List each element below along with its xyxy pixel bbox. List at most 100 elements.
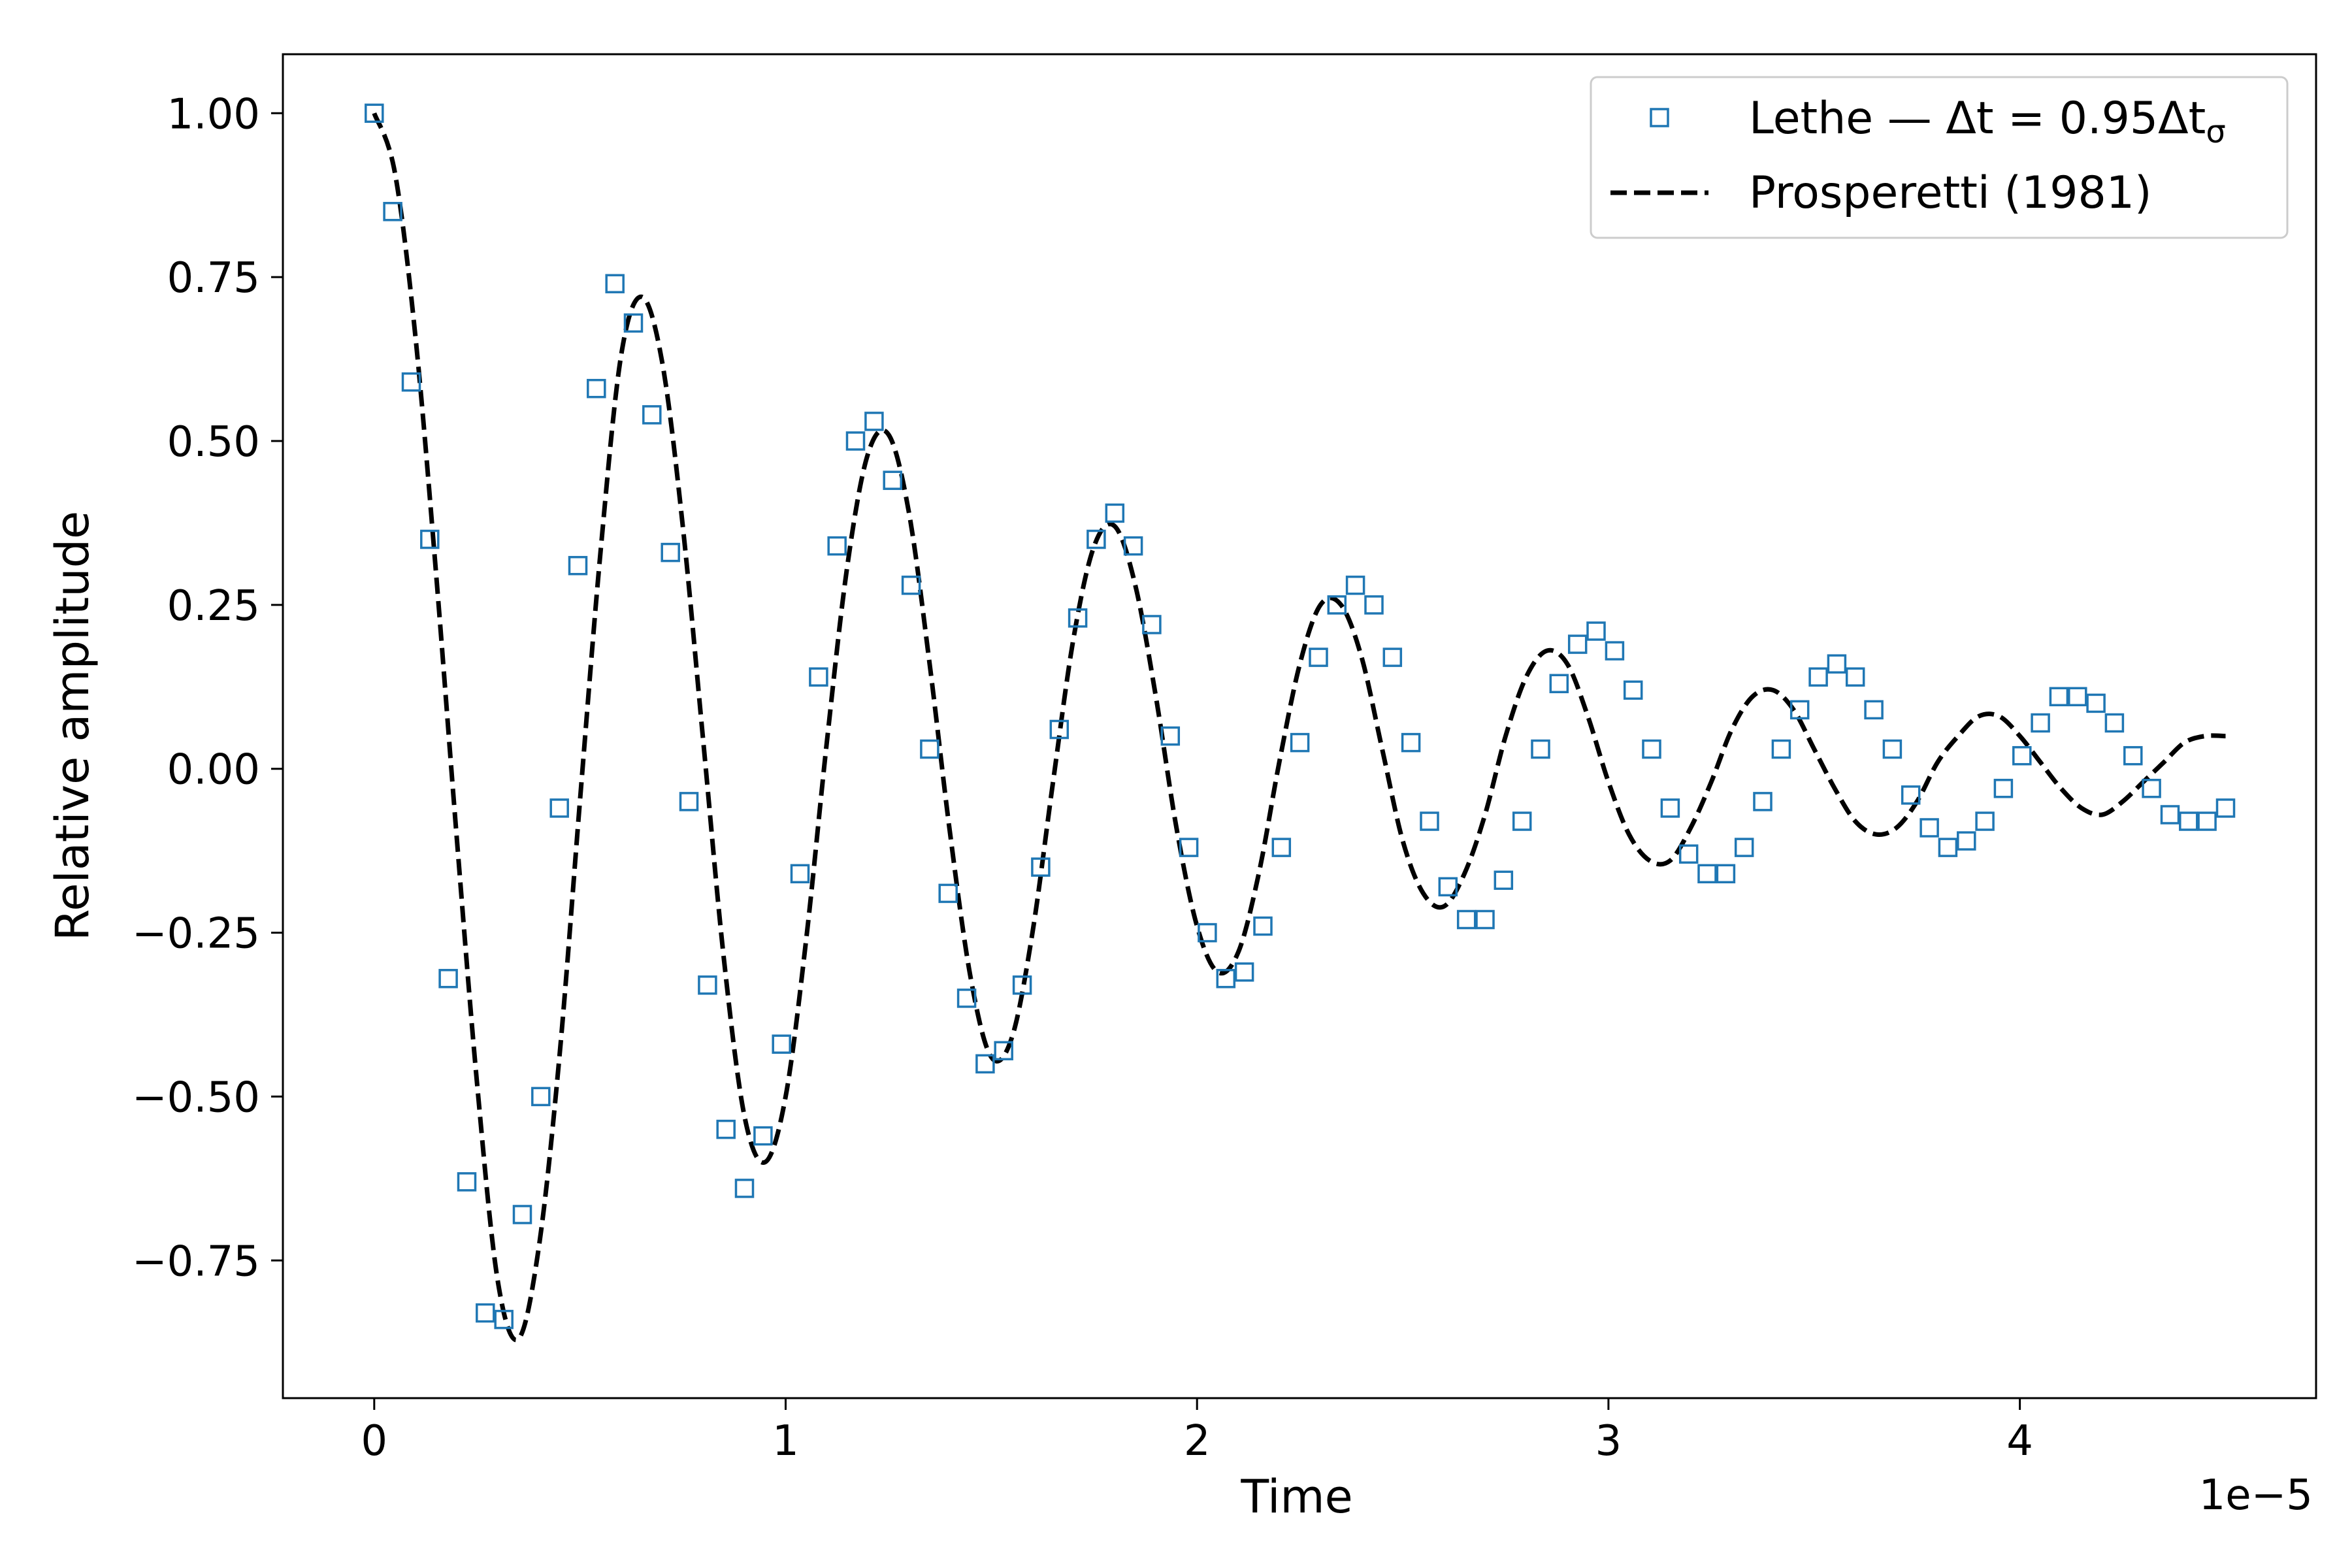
lethe-data-point — [1753, 792, 1772, 811]
lethe-data-point — [1198, 923, 1217, 943]
lethe-data-point — [1734, 838, 1754, 857]
lethe-data-point — [1882, 739, 1903, 759]
lethe-data-point — [2197, 811, 2217, 831]
lethe-data-point — [920, 739, 939, 759]
x-axis-ticks: 0 1 2 3 4 — [361, 1398, 2033, 1465]
lethe-data-point — [2086, 693, 2106, 713]
lethe-data-point — [1290, 732, 1310, 753]
y-axis-label: Relative amplitude — [46, 511, 99, 941]
lethe-data-point — [457, 1172, 477, 1192]
x-axis-label: Time — [1240, 1470, 1352, 1524]
lethe-data-point — [2179, 811, 2198, 831]
lethe-data-point — [1401, 732, 1421, 753]
lethe-data-point — [1512, 811, 1532, 831]
lethe-data-point — [1382, 647, 1403, 667]
lethe-data-point — [1901, 785, 1921, 805]
lethe-data-point — [1253, 916, 1273, 936]
lethe-data-point — [1789, 700, 1810, 720]
legend-entry-lethe-label: Lethe — Δt = 0.95Δt — [1749, 93, 2206, 144]
lethe-data-point — [938, 883, 958, 904]
lethe-data-point — [587, 378, 606, 399]
y-tick-label: −0.75 — [132, 1237, 260, 1286]
lethe-data-point — [716, 1119, 736, 1139]
lethe-data-point — [1993, 779, 2014, 798]
x-tick-label: 3 — [1595, 1417, 1622, 1465]
lethe-data-point — [1438, 877, 1458, 897]
lethe-data-point — [1938, 838, 1958, 857]
lethe-data-point — [1420, 811, 1439, 831]
lethe-data-point — [1975, 811, 1995, 831]
x-tick-label: 2 — [1184, 1417, 1211, 1465]
y-tick-label: 1.00 — [167, 90, 261, 139]
y-tick-label: 0.25 — [167, 582, 261, 630]
lethe-marker-layer — [365, 103, 2236, 1330]
lethe-data-point — [383, 202, 402, 221]
lethe-data-point — [956, 988, 977, 1008]
lethe-data-point — [494, 1309, 514, 1330]
lethe-data-point — [698, 975, 717, 995]
lethe-data-point — [883, 470, 902, 490]
lethe-data-point — [1068, 608, 1088, 628]
lethe-data-point — [734, 1179, 755, 1198]
lethe-data-point — [1623, 680, 1643, 700]
lethe-data-point — [975, 1054, 995, 1074]
lethe-data-point — [623, 313, 644, 333]
lethe-data-point — [438, 969, 458, 988]
lethe-data-point — [1642, 739, 1661, 759]
lethe-data-point — [1234, 962, 1254, 982]
lethe-data-point — [1678, 844, 1699, 864]
lethe-data-point — [1660, 798, 1680, 818]
y-tick-label: 0.00 — [167, 746, 261, 794]
y-tick-label: −0.25 — [132, 910, 260, 958]
lethe-data-point — [1142, 615, 1162, 634]
lethe-data-point — [1605, 641, 1625, 661]
lethe-data-point — [2142, 779, 2161, 798]
lethe-data-point — [605, 274, 625, 293]
lethe-data-point — [1549, 674, 1569, 694]
lethe-data-point — [753, 1126, 773, 1146]
x-tick-label: 1 — [772, 1417, 799, 1465]
lethe-data-point — [2123, 745, 2143, 766]
lethe-data-point — [1271, 838, 1292, 857]
lethe-data-point — [1808, 667, 1828, 687]
lethe-data-point — [790, 864, 810, 884]
prosperetti-curve-layer — [372, 112, 2226, 1343]
x-offset-label: 1e−5 — [2199, 1471, 2313, 1520]
lethe-data-point — [642, 405, 662, 425]
lethe-data-point — [827, 536, 847, 556]
lethe-data-point — [1494, 870, 1514, 890]
lethe-data-point — [994, 1041, 1013, 1060]
lethe-data-point — [1309, 647, 1328, 667]
lethe-data-point — [531, 1086, 551, 1107]
y-tick-label: 0.50 — [167, 418, 261, 466]
lethe-data-point — [772, 1034, 791, 1054]
lethe-data-point — [1105, 503, 1125, 523]
lethe-data-point — [365, 103, 384, 123]
x-tick-label: 0 — [361, 1417, 387, 1465]
lethe-data-point — [1327, 595, 1347, 615]
lethe-data-point — [2031, 713, 2050, 733]
plot-frame — [282, 53, 2317, 1399]
lethe-data-point — [1364, 595, 1384, 615]
lethe-data-point — [864, 412, 884, 431]
lethe-data-point — [679, 792, 699, 811]
legend-entry-lethe-subscript: σ — [2206, 114, 2225, 150]
lethe-data-point — [1160, 726, 1181, 746]
lethe-data-point — [2160, 805, 2180, 825]
lethe-data-point — [901, 576, 921, 595]
lethe-data-point — [512, 1205, 532, 1224]
lethe-data-point — [1216, 969, 1236, 988]
lethe-data-point — [1179, 838, 1199, 857]
y-tick-label: −0.50 — [132, 1073, 260, 1122]
x-tick-label: 4 — [2006, 1417, 2033, 1465]
lethe-data-point — [1957, 831, 1976, 851]
lethe-data-point — [1827, 654, 1847, 674]
y-axis-ticks: 1.00 0.75 0.50 0.25 0.00 −0.25 −0.50 −0.75 — [132, 90, 283, 1286]
lethe-data-point — [1049, 719, 1070, 740]
prosperetti-line — [372, 112, 2226, 1343]
lethe-data-point — [1012, 975, 1032, 995]
legend-entry-lethe: Lethe — Δt = 0.95Δtσ — [1749, 93, 2226, 150]
legend: Lethe — Δt = 0.95Δtσ Prosperetti (1981) — [1590, 76, 2289, 239]
lethe-data-point — [1919, 818, 1939, 838]
